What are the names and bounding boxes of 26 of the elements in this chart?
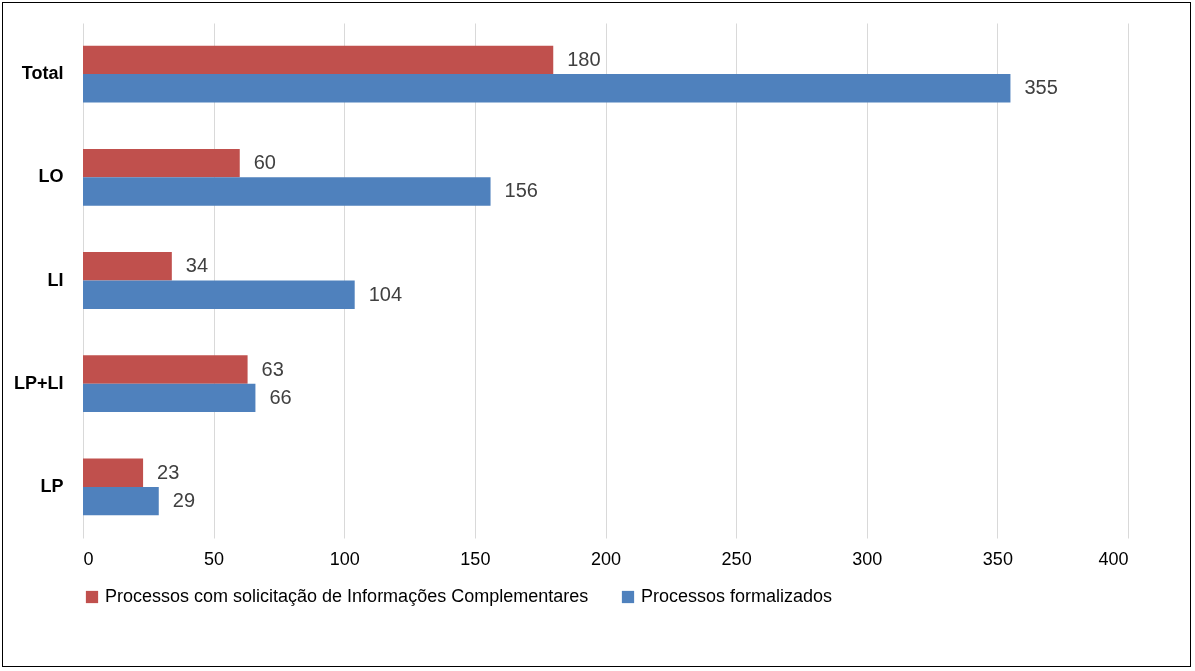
y-tick-label: LP+LI — [13, 372, 64, 393]
x-tick-label: 350 — [982, 548, 1013, 569]
data-label: 156 — [504, 179, 538, 202]
y-tick-label: Total — [21, 63, 64, 84]
x-tick-label: 300 — [852, 548, 883, 569]
data-label: 63 — [261, 357, 284, 380]
x-tick-label: 400 — [1098, 548, 1129, 569]
x-tick-label: 150 — [460, 548, 491, 569]
data-label: 29 — [172, 489, 196, 512]
data-label: 355 — [1024, 76, 1058, 99]
y-tick-label: LI — [47, 269, 64, 290]
x-tick-label: 0 — [83, 548, 94, 569]
x-tick-label: 100 — [329, 548, 360, 569]
x-tick-label: 50 — [204, 548, 225, 569]
data-label: 34 — [185, 254, 209, 277]
y-tick-label: LP — [40, 475, 64, 496]
y-tick-label: LO — [38, 166, 64, 187]
data-label: 104 — [368, 282, 403, 305]
data-label: 66 — [269, 385, 292, 408]
legend-label: Processos formalizados — [641, 586, 833, 606]
data-label: 23 — [157, 460, 180, 483]
data-label: 180 — [567, 47, 601, 70]
x-tick-label: 200 — [590, 548, 622, 569]
legend-label: Processos com solicitação de Informações Complementares — [105, 586, 589, 606]
x-tick-label: 250 — [721, 548, 752, 569]
data-label: 60 — [253, 151, 276, 174]
